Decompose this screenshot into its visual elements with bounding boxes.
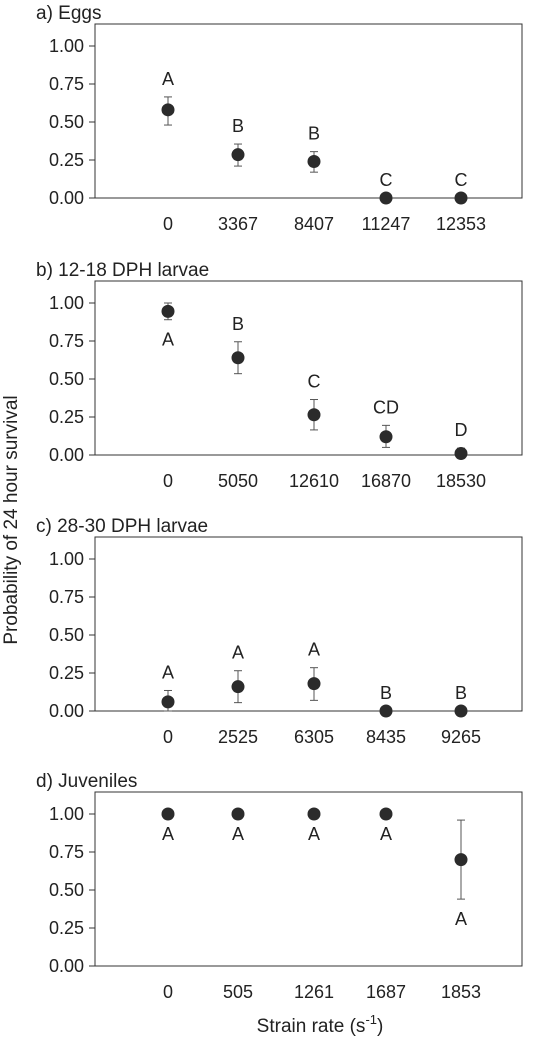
y-tick-label: 0.50	[49, 625, 84, 645]
y-tick-label: 0.50	[49, 112, 84, 132]
x-axis-label-close: )	[377, 1016, 383, 1037]
data-point	[161, 304, 175, 318]
data-point	[161, 103, 175, 117]
x-axis-label-text: Strain rate (s	[257, 1016, 366, 1037]
x-tick-label: 16870	[361, 471, 411, 491]
y-tick-label: 0.25	[49, 918, 84, 938]
significance-letter: C	[380, 170, 393, 190]
y-axis-label: Probability of 24 hour survival	[1, 395, 22, 644]
x-tick-label: 1687	[366, 982, 406, 1002]
x-tick-label: 0	[163, 214, 173, 234]
x-tick-label: 0	[163, 982, 173, 1002]
data-point	[231, 680, 245, 694]
significance-letter: A	[232, 824, 244, 844]
data-point	[161, 807, 175, 821]
data-point	[161, 695, 175, 709]
y-tick-label: 0.75	[49, 587, 84, 607]
significance-letter: A	[162, 69, 174, 89]
y-tick-label: 0.00	[49, 956, 84, 976]
data-point	[231, 148, 245, 162]
significance-letter: A	[455, 909, 467, 929]
x-tick-label: 8407	[294, 214, 334, 234]
significance-letter: A	[162, 330, 174, 350]
x-tick-label: 8435	[366, 727, 406, 747]
data-point	[231, 351, 245, 365]
panel-title: d) Juveniles	[36, 771, 137, 792]
significance-letter: A	[308, 824, 320, 844]
data-point	[379, 704, 393, 718]
significance-letter: B	[455, 683, 467, 703]
x-axis-label: Strain rate (s-1)	[257, 1012, 384, 1037]
x-tick-label: 18530	[436, 471, 486, 491]
x-axis-label-exponent: -1	[365, 1012, 377, 1027]
significance-letter: D	[455, 420, 468, 440]
x-tick-label: 12353	[436, 214, 486, 234]
significance-letter: B	[380, 683, 392, 703]
y-tick-label: 0.50	[49, 369, 84, 389]
y-tick-label: 0.25	[49, 150, 84, 170]
significance-letter: B	[308, 124, 320, 144]
plot-frame	[94, 23, 523, 199]
significance-letter: A	[380, 824, 392, 844]
x-tick-label: 2525	[218, 727, 258, 747]
y-tick-label: 0.00	[49, 188, 84, 208]
y-tick-label: 0.25	[49, 663, 84, 683]
data-point	[454, 704, 468, 718]
panel-2: b) 12-18 DPH larvae 0.00 0.25 0.50 0.75 1.00 0…	[36, 260, 523, 491]
significance-letter: A	[162, 662, 174, 682]
data-point	[379, 430, 393, 444]
data-point	[307, 155, 321, 169]
y-tick-label: 1.00	[49, 293, 84, 313]
significance-letter: B	[232, 116, 244, 136]
y-tick-label: 0.25	[49, 407, 84, 427]
panel-1: a) Eggs 0.00 0.25 0.50 0.75 1.00 0 3367 8407 1124…	[36, 3, 523, 234]
y-tick-label: 0.50	[49, 880, 84, 900]
significance-letter: A	[308, 640, 320, 660]
data-point	[454, 191, 468, 205]
panel-4: d) Juveniles 0.00 0.25 0.50 0.75 1.00 0 505 1261…	[36, 771, 523, 1002]
panel-3: c) 28-30 DPH larvae 0.00 0.25 0.50 0.75 1.00 0…	[36, 516, 523, 747]
plot-frame	[94, 536, 523, 712]
plot-frame	[94, 791, 523, 967]
significance-letter: CD	[373, 397, 399, 417]
data-point	[379, 191, 393, 205]
data-point	[231, 807, 245, 821]
plot-frame	[94, 280, 523, 456]
x-tick-label: 5050	[218, 471, 258, 491]
data-point	[307, 677, 321, 691]
y-tick-label: 0.00	[49, 445, 84, 465]
y-tick-label: 1.00	[49, 36, 84, 56]
data-point	[307, 408, 321, 422]
data-point	[307, 807, 321, 821]
y-tick-label: 1.00	[49, 549, 84, 569]
x-tick-label: 0	[163, 727, 173, 747]
x-tick-label: 6305	[294, 727, 334, 747]
y-tick-label: 0.75	[49, 331, 84, 351]
y-tick-label: 0.75	[49, 842, 84, 862]
x-tick-label: 11247	[362, 214, 411, 234]
y-tick-label: 0.00	[49, 701, 84, 721]
y-tick-label: 0.75	[49, 74, 84, 94]
significance-letter: A	[232, 643, 244, 663]
panel-title: b) 12-18 DPH larvae	[36, 260, 209, 281]
data-point	[454, 446, 468, 460]
significance-letter: A	[162, 824, 174, 844]
x-tick-label: 9265	[441, 727, 481, 747]
x-tick-label: 3367	[218, 214, 258, 234]
data-point	[454, 853, 468, 867]
panel-title: c) 28-30 DPH larvae	[36, 516, 208, 537]
significance-letter: B	[232, 314, 244, 334]
panel-title: a) Eggs	[36, 3, 101, 24]
x-tick-label: 505	[223, 982, 253, 1002]
x-tick-label: 12610	[289, 471, 339, 491]
significance-letter: C	[455, 170, 468, 190]
panels: a) Eggs 0.00 0.25 0.50 0.75 1.00 0 3367 8407 1124…	[36, 3, 523, 1002]
y-tick-label: 1.00	[49, 804, 84, 824]
x-tick-label: 0	[163, 471, 173, 491]
x-tick-label: 1261	[294, 982, 334, 1002]
significance-letter: C	[308, 372, 321, 392]
data-point	[379, 807, 393, 821]
x-tick-label: 1853	[441, 982, 481, 1002]
